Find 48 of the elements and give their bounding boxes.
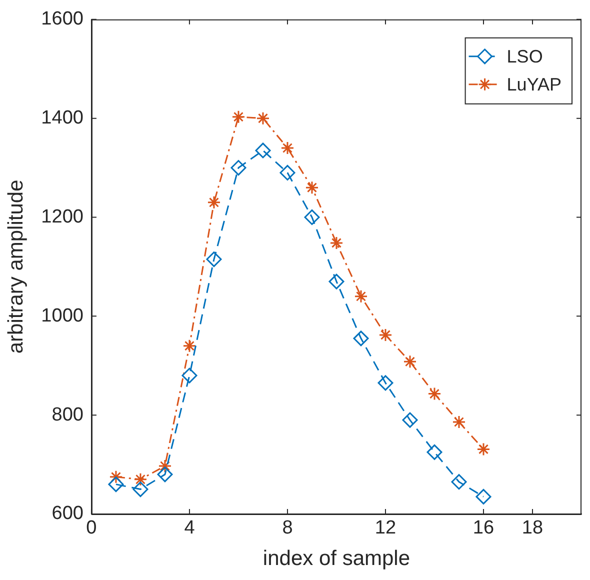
point xyxy=(330,236,344,250)
point xyxy=(403,354,417,368)
point xyxy=(207,196,221,210)
point xyxy=(132,482,148,498)
point xyxy=(182,339,196,353)
point xyxy=(402,412,418,428)
point xyxy=(280,141,294,155)
x-tick-label: 16 xyxy=(472,518,494,539)
point xyxy=(108,476,124,492)
y-tick-label: 1200 xyxy=(41,206,84,228)
x-tick-label: 18 xyxy=(522,518,544,539)
point xyxy=(280,164,296,180)
point xyxy=(426,444,442,460)
point xyxy=(255,142,271,158)
x-tick-label: 0 xyxy=(86,518,97,539)
point xyxy=(109,470,123,484)
x-axis-title: index of sample xyxy=(262,547,410,570)
point xyxy=(230,160,246,176)
y-tick-label: 1600 xyxy=(41,8,84,30)
point xyxy=(378,328,392,342)
point xyxy=(354,290,368,304)
point xyxy=(353,330,369,346)
point xyxy=(158,459,172,473)
point xyxy=(157,466,173,482)
point xyxy=(428,387,442,401)
legend-label: LSO xyxy=(506,46,543,66)
point xyxy=(304,209,320,225)
y-axis-title: arbitrary amplitude xyxy=(4,180,28,354)
point xyxy=(452,415,466,429)
y-tick-label: 1400 xyxy=(41,108,84,129)
point xyxy=(476,488,492,504)
point xyxy=(305,180,319,194)
point xyxy=(134,472,148,486)
point xyxy=(256,112,270,126)
x-tick-label: 4 xyxy=(184,518,196,539)
point xyxy=(182,368,198,384)
point xyxy=(476,442,490,456)
point xyxy=(378,375,394,391)
point xyxy=(451,474,467,490)
y-tick-label: 800 xyxy=(52,404,84,426)
point xyxy=(206,252,222,268)
y-tick-label: 1000 xyxy=(41,305,84,326)
y-tick-label: 600 xyxy=(52,503,84,524)
x-tick-label: 12 xyxy=(374,518,396,539)
x-tick-label: 8 xyxy=(282,518,293,539)
point xyxy=(328,274,344,290)
legend-label: LuYAP xyxy=(506,74,562,94)
point xyxy=(232,110,246,124)
